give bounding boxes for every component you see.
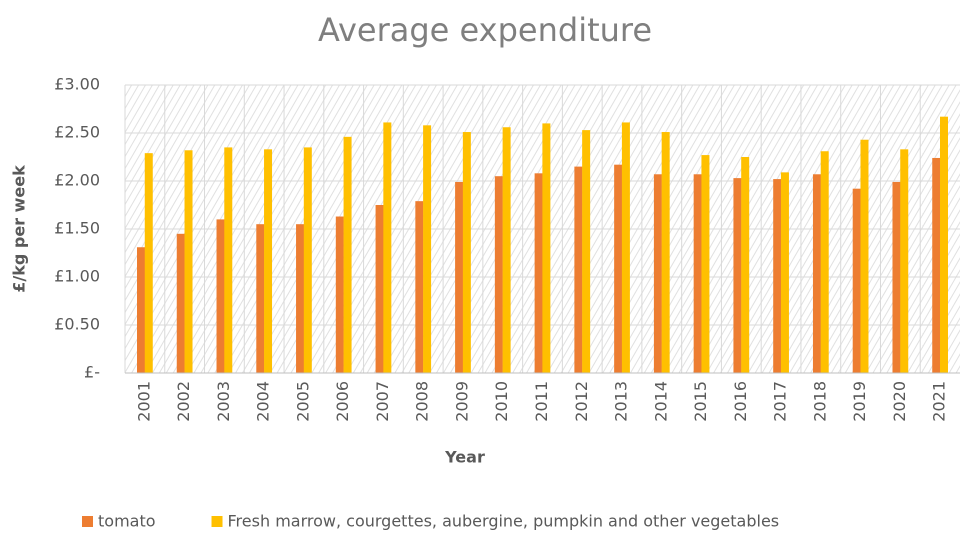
- x-tick-label: 2012: [572, 381, 591, 422]
- bar: [264, 149, 273, 373]
- bar: [462, 132, 471, 373]
- bar: [542, 123, 551, 374]
- legend-label: tomato: [98, 512, 156, 531]
- chart-title: Average expenditure: [318, 11, 652, 49]
- legend-swatch: [82, 516, 93, 527]
- x-tick-label: 2006: [333, 381, 352, 422]
- bar: [653, 174, 662, 373]
- x-tick-label: 2014: [651, 381, 670, 422]
- y-tick-label: £2.00: [54, 171, 100, 190]
- x-tick-label: 2004: [254, 381, 273, 422]
- bar: [733, 178, 742, 373]
- bar: [812, 174, 821, 373]
- bar: [383, 122, 392, 373]
- bar: [773, 179, 782, 373]
- bar: [415, 201, 424, 373]
- x-tick-label: 2018: [810, 381, 829, 422]
- bar: [343, 136, 352, 373]
- bar: [940, 116, 948, 374]
- bar: [582, 130, 591, 373]
- x-tick-label: 2005: [293, 381, 312, 422]
- y-tick-label: £1.00: [54, 267, 100, 286]
- bar: [860, 139, 869, 373]
- bar: [184, 150, 193, 373]
- x-tick-label: 2015: [691, 381, 710, 422]
- bar: [900, 149, 909, 373]
- y-tick-label: £3.00: [54, 75, 100, 94]
- bar: [621, 122, 630, 373]
- bar: [820, 151, 829, 373]
- x-tick-label: 2017: [771, 381, 790, 422]
- x-tick-label: 2011: [532, 381, 551, 422]
- y-tick-label: £1.50: [54, 219, 100, 238]
- bar: [144, 153, 153, 373]
- bar: [614, 164, 623, 373]
- bar: [423, 125, 432, 373]
- bar: [574, 166, 583, 373]
- legend-label: Fresh marrow, courgettes, aubergine, pum…: [228, 512, 780, 531]
- bar: [494, 176, 503, 373]
- bar: [224, 147, 233, 373]
- bar: [375, 205, 384, 373]
- bar: [216, 219, 225, 373]
- x-tick-label: 2001: [134, 381, 153, 422]
- bar: [137, 247, 145, 373]
- x-tick-label: 2021: [930, 381, 949, 422]
- bar: [852, 188, 861, 373]
- y-tick-label: £-: [84, 363, 100, 382]
- x-tick-label: 2002: [174, 381, 193, 422]
- x-tick-label: 2008: [413, 381, 432, 422]
- bar: [455, 181, 464, 373]
- bar: [256, 224, 265, 373]
- bar: [932, 157, 941, 373]
- bar: [303, 147, 312, 373]
- bar: [780, 172, 789, 373]
- x-tick-label: 2013: [612, 381, 631, 422]
- x-tick-label: 2010: [492, 381, 511, 422]
- x-tick-label: 2003: [214, 381, 233, 422]
- bar: [176, 233, 185, 373]
- bar: [661, 132, 670, 373]
- y-tick-label: £0.50: [54, 315, 100, 334]
- x-tick-label: 2007: [373, 381, 392, 422]
- x-axis-label: Year: [444, 448, 485, 467]
- x-tick-label: 2020: [890, 381, 909, 422]
- bar: [741, 157, 750, 373]
- y-tick-label: £2.50: [54, 123, 100, 142]
- bar: [502, 127, 511, 374]
- bar: [335, 216, 344, 373]
- x-tick-label: 2009: [452, 381, 471, 422]
- y-axis-label: £/kg per week: [10, 165, 29, 293]
- legend-swatch: [211, 516, 223, 527]
- bar: [534, 173, 543, 373]
- bar: [701, 155, 710, 373]
- bar: [296, 224, 305, 373]
- x-tick-label: 2016: [731, 381, 750, 422]
- x-tick-label: 2019: [850, 381, 869, 422]
- bar: [892, 181, 901, 373]
- bar: [693, 174, 702, 373]
